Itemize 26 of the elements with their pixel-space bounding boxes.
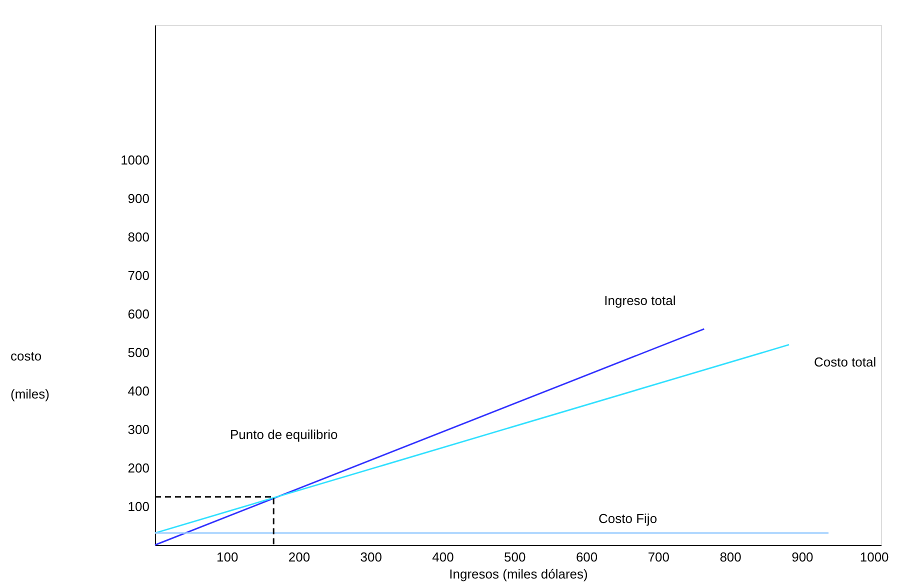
x-tick-label: 600 — [576, 550, 598, 564]
x-tick-label: 300 — [360, 550, 382, 564]
x-tick-label: 200 — [288, 550, 310, 564]
x-axis-title: Ingresos (miles dólares) — [449, 566, 588, 582]
x-tick-label: 100 — [216, 550, 238, 564]
y-tick-label: 1000 — [120, 152, 150, 168]
y-tick-label: 700 — [128, 268, 150, 283]
y-tick-label: 600 — [128, 306, 150, 322]
x-tick-label: 900 — [792, 550, 814, 564]
y-tick-label: 500 — [128, 344, 150, 360]
y-tick-label: 800 — [128, 229, 150, 244]
series-label: Costo Fijo — [598, 511, 658, 526]
text: Costo total — [814, 354, 876, 370]
x-tick-label: 1000 — [860, 550, 889, 564]
text: Ingreso total — [604, 292, 676, 308]
text: costo (miles) — [10, 348, 50, 402]
x-tick-label: 800 — [720, 550, 742, 564]
y-tick-label: 900 — [128, 190, 150, 206]
x-tick-label: 500 — [504, 550, 526, 564]
x-tick-label: 700 — [648, 550, 670, 564]
x-tick-label: 400 — [432, 550, 454, 564]
y-tick-label: 100 — [128, 498, 150, 514]
y-tick-label: 300 — [128, 422, 150, 437]
annotation: Punto de equilibrio — [230, 427, 338, 442]
y-tick-label: 200 — [128, 460, 150, 476]
y-tick-label: 400 — [128, 383, 150, 398]
